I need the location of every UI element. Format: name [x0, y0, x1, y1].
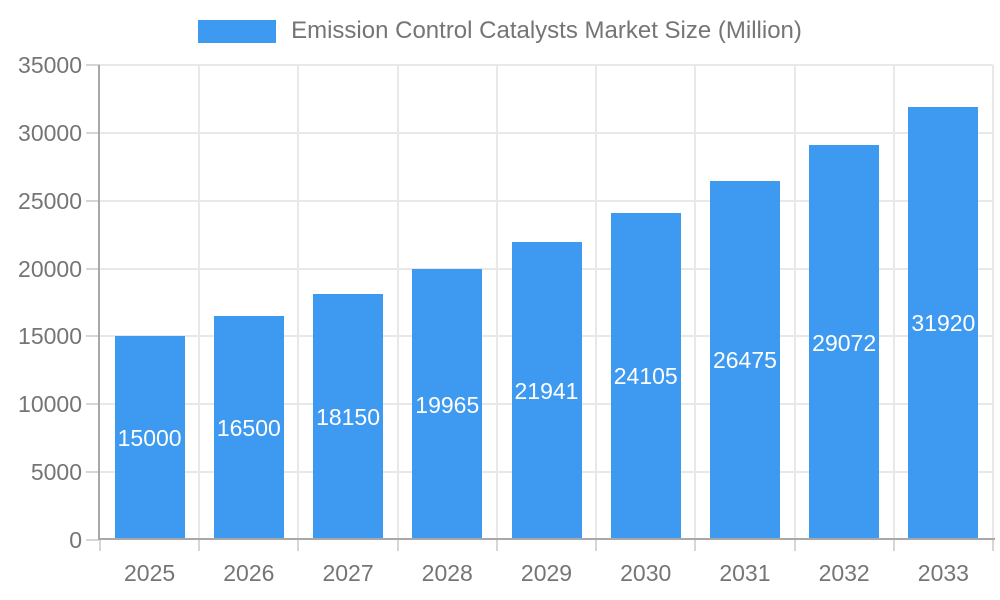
- y-axis-label: 10000: [18, 391, 82, 418]
- x-gridline: [992, 65, 994, 540]
- x-gridline: [198, 65, 201, 540]
- x-tick: [892, 540, 895, 551]
- x-axis-label: 2033: [917, 560, 969, 586]
- bar-value-label: 31920: [911, 310, 976, 337]
- x-gridline: [892, 65, 895, 540]
- bar-value-label: 21941: [514, 378, 579, 405]
- x-tick: [297, 540, 300, 551]
- y-gridline: [100, 199, 993, 202]
- x-tick: [198, 540, 201, 551]
- y-axis-line: [98, 65, 100, 540]
- x-axis-label: 2032: [818, 560, 870, 586]
- y-tick: [86, 539, 100, 541]
- x-axis-line: [98, 538, 995, 540]
- y-tick: [86, 64, 100, 66]
- legend[interactable]: Emission Control Catalysts Market Size (…: [0, 17, 1000, 45]
- bar[interactable]: [412, 269, 483, 540]
- x-gridline: [297, 65, 300, 540]
- x-gridline: [793, 65, 796, 540]
- x-tick: [99, 540, 101, 551]
- x-tick: [793, 540, 796, 551]
- x-axis-label: 2028: [421, 560, 473, 586]
- x-tick: [694, 540, 697, 551]
- y-axis-label: 20000: [18, 255, 82, 282]
- bar-value-label: 15000: [117, 425, 182, 452]
- bar[interactable]: [511, 242, 582, 540]
- bar-value-label: 24105: [613, 363, 678, 390]
- x-axis-label: 2030: [620, 560, 672, 586]
- y-axis-label: 30000: [18, 119, 82, 146]
- x-gridline: [595, 65, 598, 540]
- y-axis-label: 15000: [18, 323, 82, 350]
- bar-value-label: 26475: [712, 347, 777, 374]
- x-tick: [495, 540, 498, 551]
- legend-swatch-icon: [198, 19, 277, 43]
- x-axis-label: 2031: [719, 560, 771, 586]
- y-axis-label: 35000: [18, 52, 82, 78]
- bar-value-label: 18150: [316, 403, 381, 430]
- bar[interactable]: [213, 316, 284, 540]
- bar[interactable]: [709, 180, 780, 540]
- bar[interactable]: [610, 212, 681, 540]
- bar[interactable]: [908, 106, 979, 540]
- bar[interactable]: [313, 293, 384, 540]
- x-tick: [595, 540, 598, 551]
- y-tick: [86, 335, 100, 338]
- x-gridline: [495, 65, 498, 540]
- bar[interactable]: [809, 145, 880, 540]
- bar[interactable]: [114, 336, 185, 540]
- y-axis-label: 0: [69, 527, 82, 553]
- x-tick: [396, 540, 399, 551]
- y-tick: [86, 267, 100, 270]
- x-axis-label: 2027: [322, 560, 374, 586]
- y-gridline: [100, 131, 993, 134]
- legend-label: Emission Control Catalysts Market Size (…: [291, 17, 802, 44]
- x-tick: [992, 540, 994, 551]
- y-axis-label: 5000: [30, 459, 82, 486]
- bar-value-label: 29072: [812, 329, 877, 356]
- y-axis-label: 25000: [18, 187, 82, 214]
- x-gridline: [396, 65, 399, 540]
- y-tick: [86, 403, 100, 406]
- y-gridline: [100, 64, 993, 66]
- y-tick: [86, 471, 100, 474]
- x-axis-label: 2026: [223, 560, 275, 586]
- y-tick: [86, 131, 100, 134]
- x-axis-label: 2025: [124, 560, 176, 586]
- bar-value-label: 19965: [415, 391, 480, 418]
- y-tick: [86, 199, 100, 202]
- x-gridline: [694, 65, 697, 540]
- x-axis-label: 2029: [520, 560, 573, 586]
- bar-value-label: 16500: [216, 415, 281, 442]
